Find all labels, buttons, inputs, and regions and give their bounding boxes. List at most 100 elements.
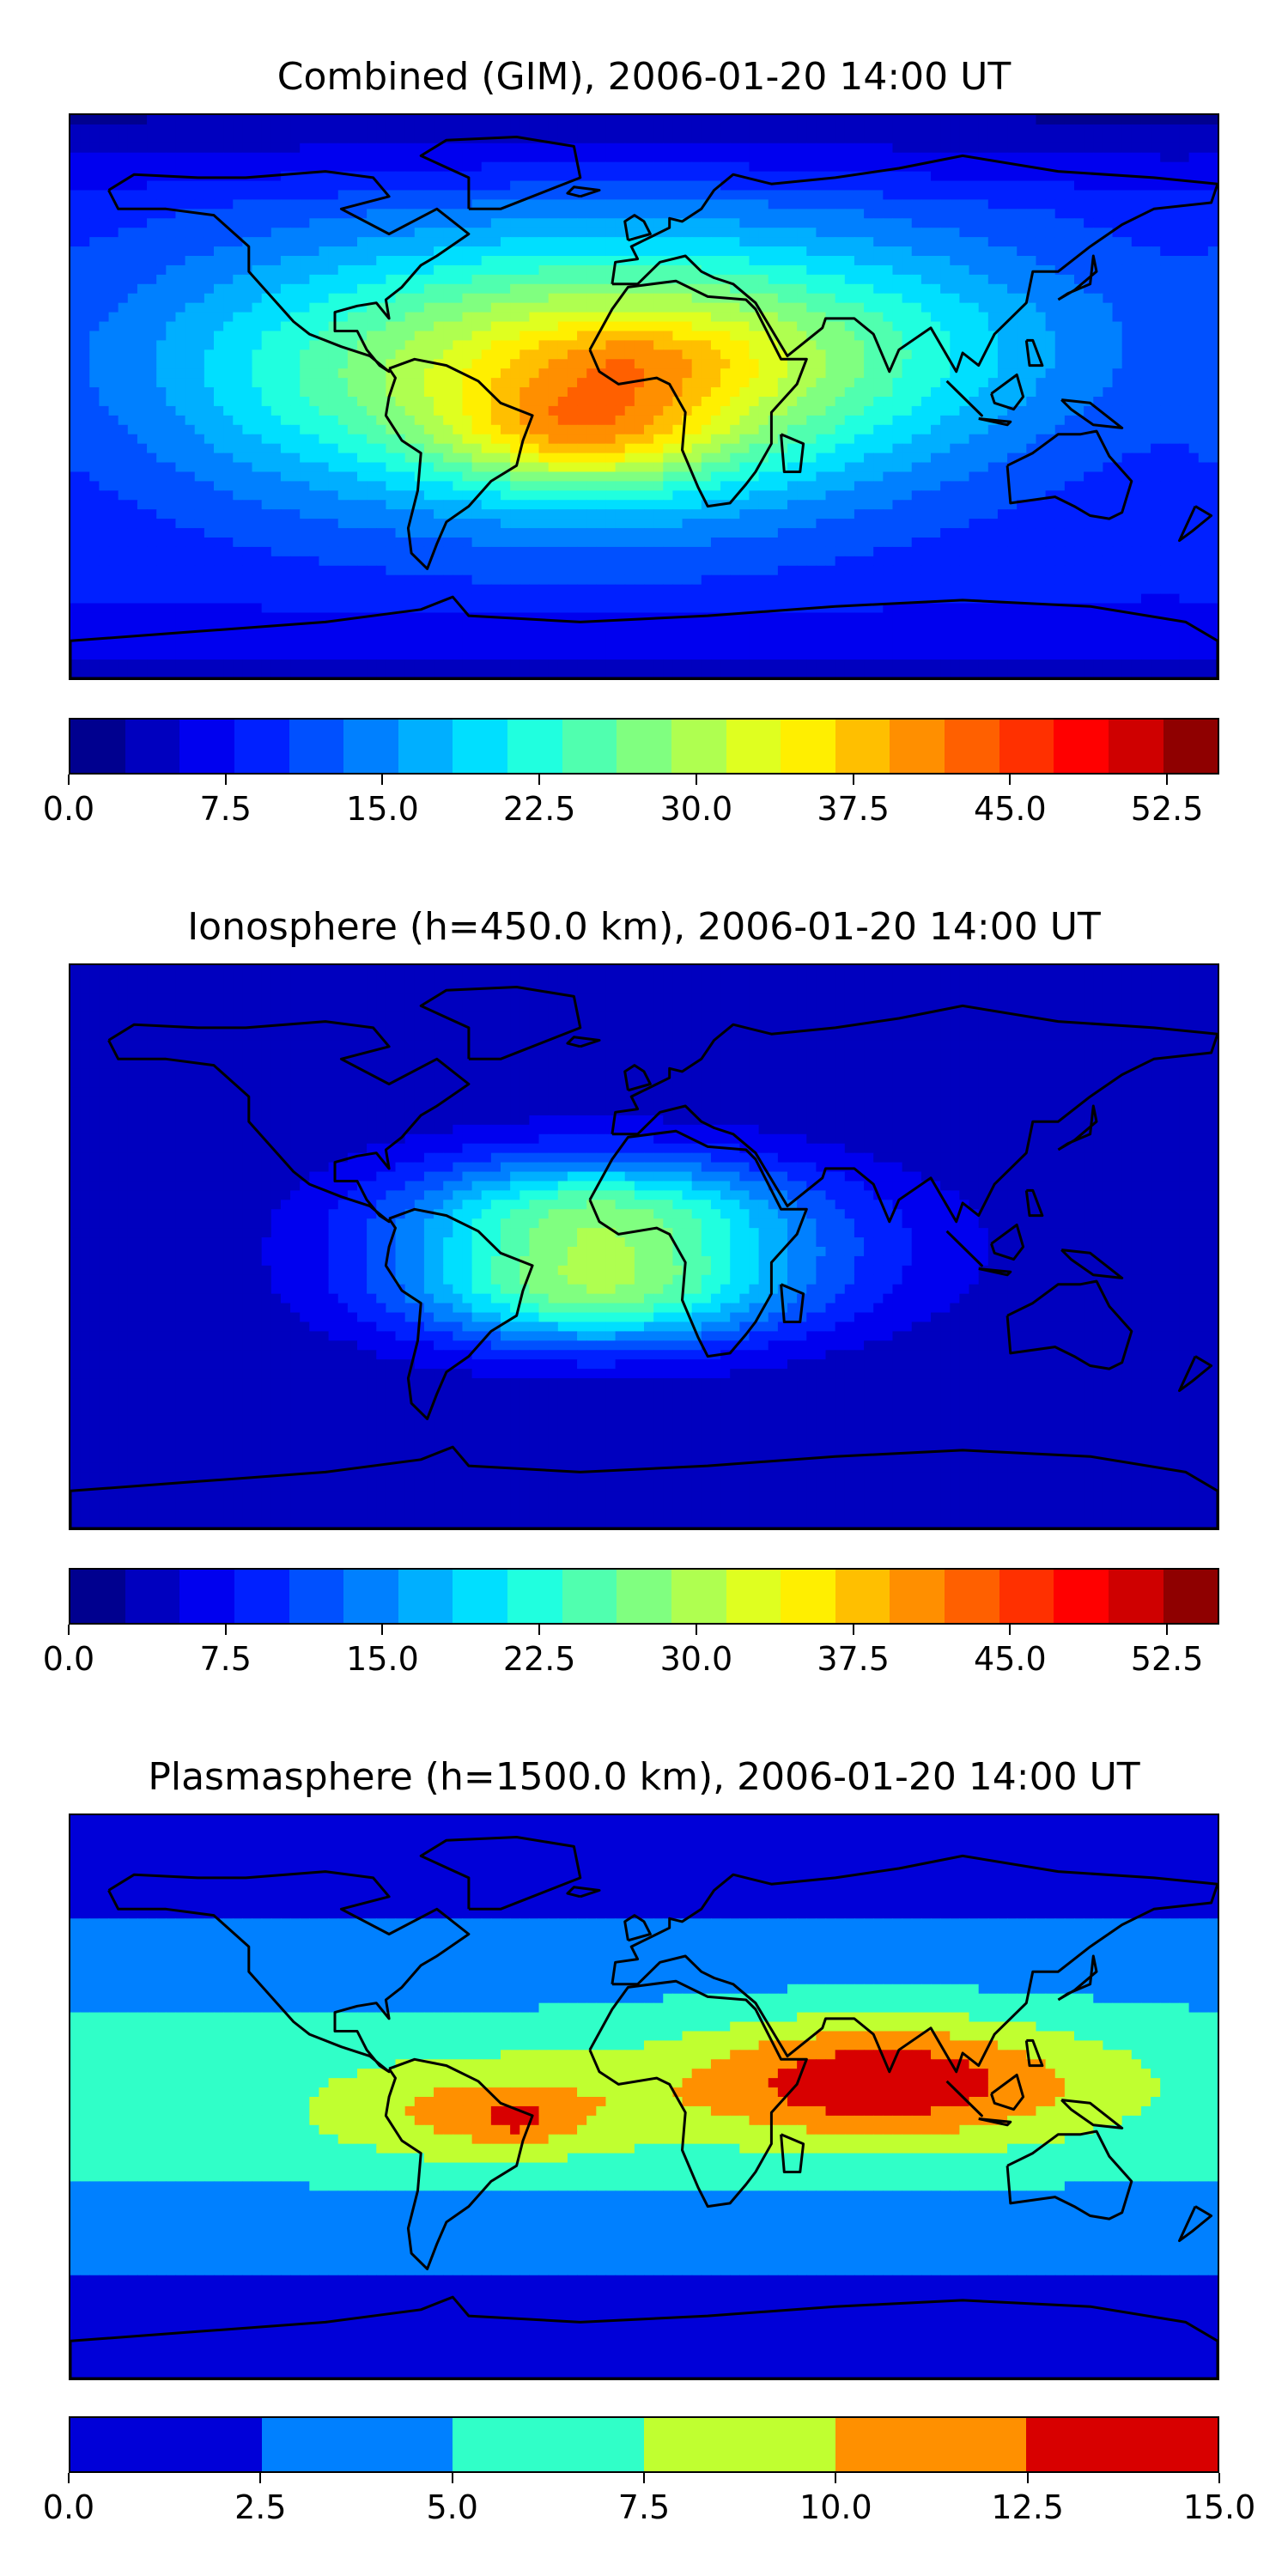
heatmap-cell	[204, 378, 215, 388]
heatmap-cell	[423, 349, 434, 360]
heatmap-cell	[816, 256, 827, 266]
heatmap-cell	[653, 349, 664, 360]
heatmap-cell	[605, 228, 617, 238]
heatmap-cell	[434, 434, 444, 445]
heatmap-cell	[931, 199, 941, 210]
heatmap-cell	[501, 190, 511, 200]
heatmap-cell	[950, 218, 960, 228]
heatmap-cell	[691, 237, 702, 247]
heatmap-cell	[577, 340, 587, 350]
heatmap-cell	[844, 359, 855, 369]
heatmap-cell	[529, 453, 540, 464]
heatmap-cell	[1112, 283, 1123, 295]
heatmap-cell	[1017, 124, 1027, 135]
heatmap-cell	[319, 124, 330, 135]
heatmap-cell	[501, 171, 511, 182]
heatmap-cell	[672, 434, 683, 445]
heatmap-cell	[1170, 209, 1181, 219]
heatmap-cell	[892, 124, 903, 135]
heatmap-cell	[453, 415, 464, 426]
heatmap-cell	[997, 161, 1008, 173]
heatmap-cell	[367, 415, 377, 426]
heatmap-cell	[959, 443, 970, 454]
heatmap-cell	[777, 161, 788, 173]
heatmap-cell	[644, 368, 654, 379]
heatmap-cell	[99, 443, 110, 454]
heatmap-cell	[1131, 387, 1142, 398]
heatmap-cell	[376, 349, 386, 360]
heatmap-cell	[118, 340, 129, 350]
heatmap-cell	[80, 453, 90, 464]
heatmap-cell	[854, 378, 865, 388]
heatmap-cell	[80, 368, 90, 379]
heatmap-cell	[214, 387, 224, 398]
heatmap-cell	[730, 237, 740, 247]
heatmap-cell	[1084, 490, 1094, 501]
heatmap-cell	[978, 443, 989, 454]
heatmap-cell	[175, 302, 186, 313]
heatmap-cell	[529, 424, 540, 435]
heatmap-cell	[806, 443, 817, 454]
heatmap-cell	[797, 471, 807, 482]
heatmap-cell	[108, 209, 119, 219]
heatmap-cell	[720, 190, 731, 200]
heatmap-cell	[309, 264, 320, 276]
heatmap-cell	[319, 331, 330, 341]
heatmap-cell	[280, 293, 291, 304]
heatmap-cell	[443, 143, 453, 154]
heatmap-cell	[806, 302, 817, 313]
heatmap-cell	[538, 340, 550, 350]
heatmap-cell	[758, 199, 769, 210]
heatmap-cell	[1026, 246, 1037, 257]
heatmap-cell	[959, 246, 970, 257]
heatmap-cell	[1103, 321, 1114, 332]
heatmap-cell	[290, 490, 301, 501]
heatmap-cell	[835, 462, 846, 473]
heatmap-cell	[1103, 115, 1114, 125]
heatmap-cell	[242, 443, 253, 454]
heatmap-cell	[80, 264, 90, 276]
heatmap-cell	[672, 490, 683, 501]
heatmap-cell	[605, 500, 617, 510]
heatmap-cell	[175, 453, 186, 464]
heatmap-cell	[166, 312, 177, 323]
heatmap-cell	[768, 237, 779, 247]
heatmap-cell	[883, 462, 894, 473]
heatmap-cell	[749, 500, 760, 510]
heatmap-cell	[137, 443, 148, 454]
heatmap-cell	[931, 378, 941, 388]
heatmap-cell	[300, 302, 310, 313]
heatmap-cell	[1198, 387, 1209, 398]
heatmap-cell	[1140, 405, 1151, 416]
heatmap-cell	[758, 283, 769, 295]
heatmap-cell	[758, 490, 769, 501]
heatmap-cell	[443, 424, 453, 435]
heatmap-cell	[252, 228, 263, 238]
heatmap-cell	[672, 264, 683, 276]
heatmap-cell	[959, 283, 970, 295]
heatmap-cell	[127, 443, 138, 454]
heatmap-cell	[414, 359, 425, 369]
heatmap-cell	[214, 228, 224, 238]
heatmap-cell	[730, 312, 740, 323]
heatmap-cell	[1179, 161, 1190, 173]
heatmap-cell	[261, 161, 272, 173]
heatmap-cell	[414, 283, 425, 295]
heatmap-cell	[453, 500, 464, 510]
heatmap-cell	[1131, 302, 1142, 313]
heatmap-cell	[873, 264, 884, 276]
heatmap-cell	[663, 453, 673, 464]
heatmap-cell	[1074, 443, 1084, 454]
heatmap-cell	[1026, 434, 1037, 445]
heatmap-cell	[605, 340, 617, 350]
heatmap-cell	[854, 237, 865, 247]
heatmap-cell	[1026, 264, 1037, 276]
heatmap-cell	[701, 264, 712, 276]
heatmap-cell	[701, 378, 712, 388]
heatmap-cell	[1207, 471, 1218, 482]
heatmap-cell	[319, 462, 330, 473]
heatmap-cell	[70, 171, 81, 182]
heatmap-cell	[710, 237, 721, 247]
heatmap-cell	[787, 152, 798, 163]
heatmap-cell	[797, 133, 807, 144]
